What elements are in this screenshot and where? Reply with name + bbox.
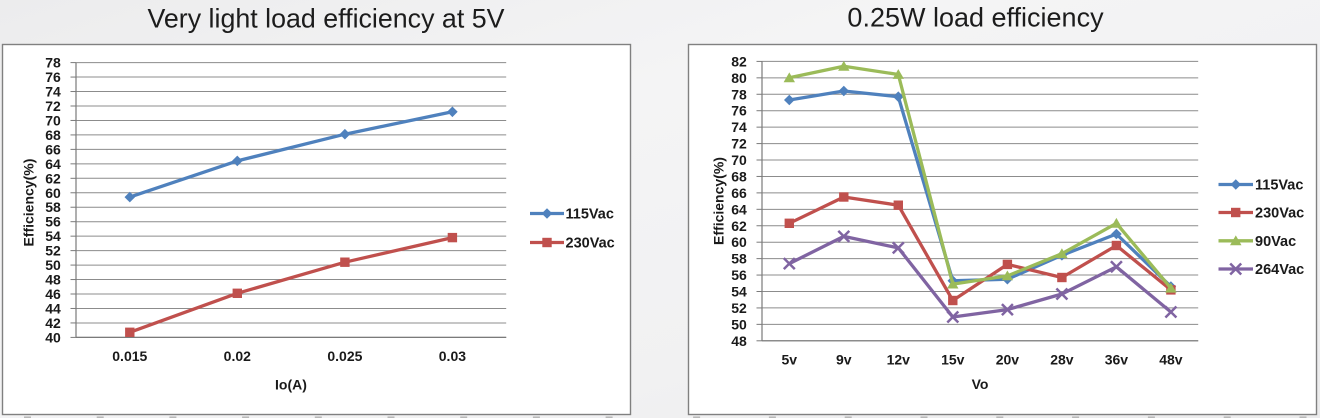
svg-text:20v: 20v — [996, 352, 1020, 368]
svg-text:48v: 48v — [1159, 352, 1183, 368]
svg-text:90Vac: 90Vac — [1255, 234, 1296, 250]
svg-text:74: 74 — [731, 119, 747, 135]
svg-text:66: 66 — [45, 141, 61, 157]
svg-text:0.025: 0.025 — [327, 348, 362, 364]
svg-text:Efficiency(%): Efficiency(%) — [21, 159, 37, 247]
svg-text:72: 72 — [45, 98, 61, 114]
svg-text:76: 76 — [45, 69, 61, 85]
svg-text:56: 56 — [45, 214, 61, 230]
svg-text:115Vac: 115Vac — [1255, 178, 1303, 194]
svg-text:9v: 9v — [836, 352, 852, 368]
svg-text:58: 58 — [45, 199, 61, 215]
svg-text:40: 40 — [45, 329, 61, 345]
svg-text:78: 78 — [731, 86, 747, 102]
svg-text:68: 68 — [731, 168, 747, 184]
svg-text:48: 48 — [731, 333, 747, 349]
svg-text:0.03: 0.03 — [439, 348, 466, 364]
svg-text:78: 78 — [45, 55, 61, 71]
svg-text:46: 46 — [45, 286, 61, 302]
svg-text:64: 64 — [731, 201, 747, 217]
svg-text:54: 54 — [45, 228, 61, 244]
svg-text:Efficiency(%): Efficiency(%) — [711, 157, 727, 245]
svg-text:230Vac: 230Vac — [566, 236, 615, 252]
svg-text:0.25W load efficiency: 0.25W load efficiency — [847, 2, 1104, 32]
svg-text:0.015: 0.015 — [112, 348, 147, 364]
svg-text:230Vac: 230Vac — [1255, 206, 1304, 222]
svg-text:66: 66 — [731, 185, 747, 201]
svg-text:Io(A): Io(A) — [275, 377, 307, 393]
svg-text:28v: 28v — [1050, 352, 1074, 368]
svg-text:15v: 15v — [941, 352, 965, 368]
svg-text:72: 72 — [731, 136, 747, 152]
svg-text:0.02: 0.02 — [224, 348, 251, 364]
svg-text:44: 44 — [45, 300, 61, 316]
svg-text:60: 60 — [45, 185, 61, 201]
svg-text:12v: 12v — [887, 352, 911, 368]
svg-text:74: 74 — [45, 84, 61, 100]
svg-text:62: 62 — [45, 170, 61, 186]
svg-text:82: 82 — [731, 53, 747, 69]
svg-text:264Vac: 264Vac — [1255, 262, 1304, 278]
svg-text:115Vac: 115Vac — [566, 207, 614, 223]
svg-text:54: 54 — [731, 283, 747, 299]
svg-text:56: 56 — [731, 267, 747, 283]
svg-text:52: 52 — [731, 300, 747, 316]
svg-text:70: 70 — [45, 112, 61, 128]
svg-text:58: 58 — [731, 251, 747, 267]
svg-text:42: 42 — [45, 315, 61, 331]
svg-text:70: 70 — [731, 152, 747, 168]
svg-text:76: 76 — [731, 103, 747, 119]
svg-text:50: 50 — [731, 316, 747, 332]
svg-text:48: 48 — [45, 272, 61, 288]
svg-text:80: 80 — [731, 70, 747, 86]
svg-text:Vo: Vo — [972, 376, 989, 392]
svg-text:62: 62 — [731, 218, 747, 234]
svg-text:5v: 5v — [782, 352, 798, 368]
svg-text:68: 68 — [45, 127, 61, 143]
svg-text:60: 60 — [731, 234, 747, 250]
svg-text:64: 64 — [45, 156, 61, 172]
svg-text:52: 52 — [45, 243, 61, 259]
svg-text:Very light load efficiency at: Very light load efficiency at 5V — [147, 4, 504, 34]
svg-text:36v: 36v — [1105, 352, 1129, 368]
svg-text:50: 50 — [45, 257, 61, 273]
